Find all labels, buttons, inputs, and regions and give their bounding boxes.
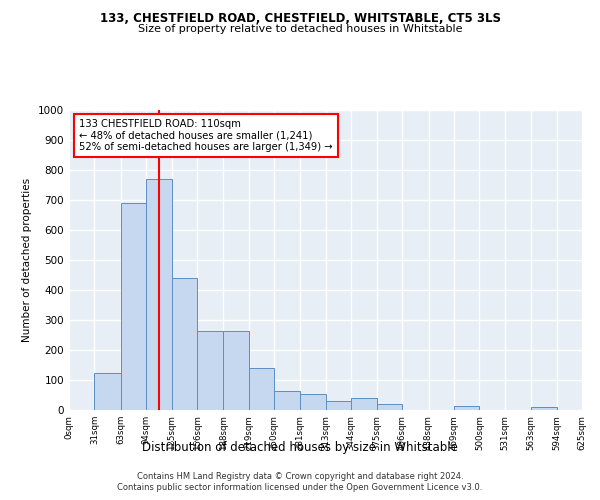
Bar: [121, 203, 146, 410]
Bar: [454, 406, 479, 410]
Bar: [326, 401, 352, 410]
Bar: [299, 394, 326, 410]
Bar: [146, 179, 172, 410]
Bar: [172, 278, 197, 410]
Text: Contains public sector information licensed under the Open Government Licence v3: Contains public sector information licen…: [118, 484, 482, 492]
Bar: [249, 368, 274, 410]
Bar: [197, 330, 223, 410]
Bar: [352, 398, 377, 410]
Text: 133 CHESTFIELD ROAD: 110sqm
← 48% of detached houses are smaller (1,241)
52% of : 133 CHESTFIELD ROAD: 110sqm ← 48% of det…: [79, 119, 333, 152]
Y-axis label: Number of detached properties: Number of detached properties: [22, 178, 32, 342]
Bar: [531, 407, 557, 410]
Bar: [223, 330, 249, 410]
Text: Size of property relative to detached houses in Whitstable: Size of property relative to detached ho…: [138, 24, 462, 34]
Bar: [274, 390, 299, 410]
Bar: [94, 372, 121, 410]
Bar: [377, 404, 402, 410]
Text: 133, CHESTFIELD ROAD, CHESTFIELD, WHITSTABLE, CT5 3LS: 133, CHESTFIELD ROAD, CHESTFIELD, WHITST…: [100, 12, 500, 26]
Text: Contains HM Land Registry data © Crown copyright and database right 2024.: Contains HM Land Registry data © Crown c…: [137, 472, 463, 481]
Text: Distribution of detached houses by size in Whitstable: Distribution of detached houses by size …: [142, 441, 458, 454]
